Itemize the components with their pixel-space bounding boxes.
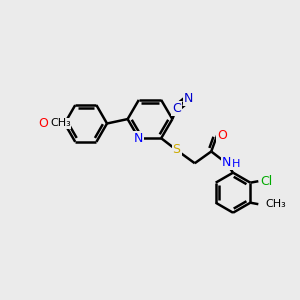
- Text: O: O: [39, 117, 48, 130]
- Text: S: S: [172, 143, 181, 157]
- Text: Cl: Cl: [260, 175, 273, 188]
- Text: O: O: [38, 117, 48, 130]
- Text: N: N: [184, 92, 193, 105]
- Text: H: H: [232, 159, 241, 170]
- Text: N: N: [222, 156, 231, 169]
- Text: C: C: [172, 102, 181, 115]
- Text: N: N: [134, 132, 143, 145]
- Text: O: O: [218, 129, 227, 142]
- Text: CH₃: CH₃: [50, 118, 70, 128]
- Text: CH₃: CH₃: [266, 199, 286, 209]
